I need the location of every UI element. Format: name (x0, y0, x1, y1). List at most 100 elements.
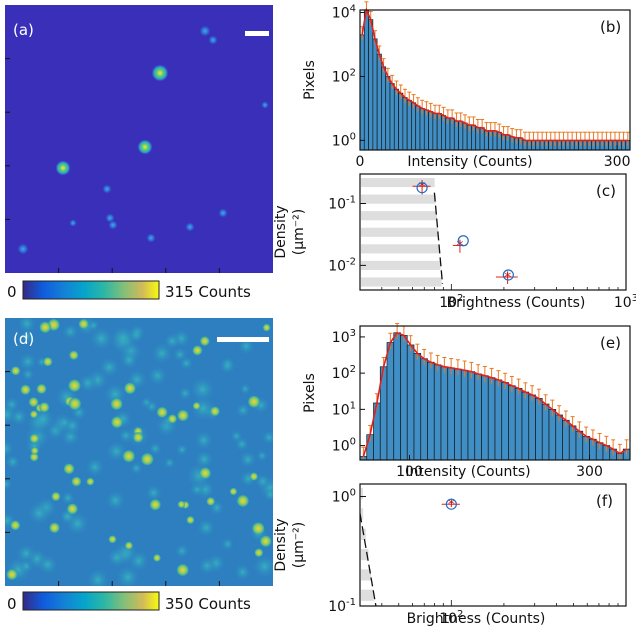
texture-blob (36, 553, 59, 576)
data-points: * (441, 497, 460, 513)
spot (110, 415, 124, 429)
plot-frame (359, 325, 631, 461)
spot (124, 541, 134, 550)
texture-blob (235, 402, 252, 419)
colorbar-max-a: 315 Counts (165, 283, 251, 301)
dim-spot (102, 184, 112, 194)
texture-blob (5, 477, 13, 491)
histogram-bar (411, 102, 417, 151)
texture-blob (109, 324, 137, 352)
texture-blob (174, 543, 190, 559)
x-tick-label: 102 (439, 609, 463, 626)
panel-letter: (c) (596, 182, 616, 200)
circle-marker (445, 498, 457, 510)
histogram-bar (419, 108, 425, 151)
texture-blob (9, 407, 29, 427)
fit-curve (361, 7, 628, 142)
spot (247, 395, 261, 409)
texture-blob (16, 318, 38, 334)
histogram-bar (508, 385, 516, 461)
histogram-bar (541, 403, 550, 461)
spot (42, 356, 53, 367)
histogram-bar (368, 19, 374, 151)
spot (262, 323, 271, 332)
excluded-stripe (361, 227, 439, 237)
x-axis-label: Brightness (Counts) (447, 295, 586, 311)
histogram-bar (514, 388, 523, 461)
histogram-bar (433, 364, 442, 461)
image-ticks-d (5, 371, 220, 586)
y-tick-label: 102 (332, 364, 356, 382)
histogram-bar (528, 394, 536, 461)
spot (66, 503, 79, 515)
spot (20, 384, 31, 396)
dim-spot (199, 25, 211, 37)
circle-marker (416, 182, 428, 194)
spot (251, 521, 266, 536)
star-marker: * (419, 179, 426, 195)
texture-blob (218, 357, 237, 375)
texture-blob (233, 563, 252, 582)
texture-blob (84, 456, 106, 478)
texture-blob (77, 372, 99, 394)
fit-curve (362, 331, 628, 457)
y-axis-label: Density (273, 205, 289, 258)
excluded-stripe (361, 488, 363, 500)
x-tick-label: 300 (576, 464, 603, 480)
circle-marker (457, 235, 469, 247)
histogram-bar (474, 373, 482, 461)
texture-blob (229, 429, 244, 443)
texture-blob (189, 395, 217, 422)
spot (110, 397, 124, 411)
plot-frame (359, 9, 631, 151)
texture-blob (255, 449, 269, 463)
image-background (5, 5, 273, 273)
texture-blob (26, 500, 52, 526)
panel-letter: (e) (600, 334, 621, 352)
spot (123, 382, 137, 395)
spot (6, 568, 18, 581)
spot (192, 345, 203, 356)
texture-blob (239, 382, 252, 396)
histogram-bar (400, 335, 408, 461)
spot (167, 414, 178, 424)
dim-spot (69, 219, 77, 227)
histogram-bar (372, 38, 378, 151)
spot (10, 365, 21, 376)
spot (149, 498, 162, 511)
texture-blob (144, 483, 163, 502)
histogram-bar (376, 53, 382, 151)
histogram-bar (415, 105, 421, 151)
spot (259, 534, 272, 548)
spot (156, 406, 169, 419)
texture-blob (178, 355, 194, 371)
y-axis-label-unit: (μm⁻²) (291, 522, 307, 568)
spot (122, 449, 136, 463)
y-axis-label-unit: (μm⁻²) (291, 209, 307, 255)
y-tick-label: 10-1 (328, 195, 356, 213)
spot (67, 378, 82, 393)
dim-spot (108, 220, 118, 230)
spot (28, 396, 39, 408)
texture-blob (194, 449, 215, 470)
texture-blob (175, 443, 189, 457)
texture-blob (5, 453, 21, 471)
spot (249, 472, 259, 481)
dim-spot (218, 208, 228, 218)
x-axis-label: Brightness (Counts) (407, 611, 546, 626)
spot (48, 522, 61, 534)
texture-blob (60, 490, 76, 506)
colorbar-gradient-a (22, 280, 160, 300)
threshold-line (433, 192, 444, 285)
y-tick-label: 101 (332, 400, 356, 418)
histogram-bar (413, 353, 422, 461)
panel-letter-a: (a) (13, 21, 34, 39)
spot (68, 350, 79, 361)
histogram-bar (386, 342, 395, 461)
y-tick-label: 100 (332, 487, 356, 505)
excluded-stripe (361, 277, 442, 287)
histogram-bar (406, 99, 412, 151)
spot (198, 466, 212, 480)
spot (68, 397, 82, 411)
scale-bar-d (217, 337, 269, 342)
